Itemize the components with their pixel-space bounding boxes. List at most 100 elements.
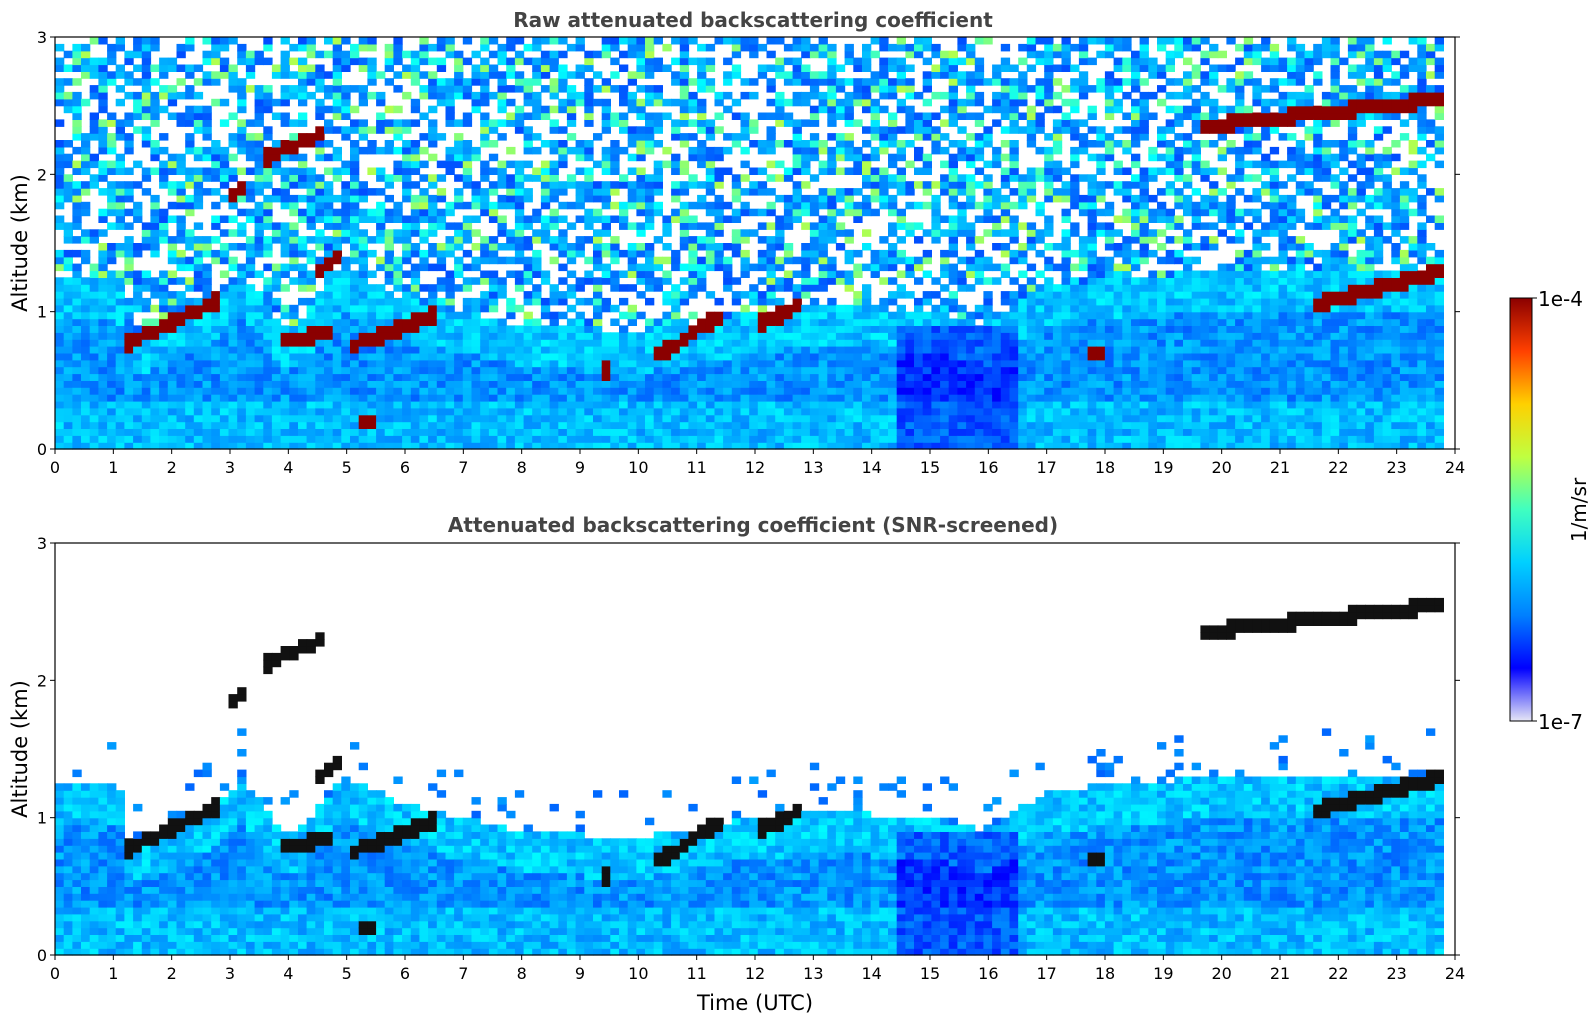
heatmap-cell-raw xyxy=(827,407,837,416)
heatmap-cell-raw xyxy=(358,194,368,203)
heatmap-cell-raw xyxy=(350,140,360,148)
heatmap-cell-raw xyxy=(124,346,134,354)
heatmap-cell-raw xyxy=(922,394,932,402)
heatmap-cell-raw xyxy=(801,339,811,347)
heatmap-cell-raw xyxy=(98,126,108,134)
heatmap-cell-raw xyxy=(89,133,99,141)
heatmap-cell-raw xyxy=(471,153,481,162)
heatmap-cell-raw xyxy=(133,428,143,436)
heatmap-cell-raw xyxy=(714,339,724,347)
heatmap-cell-raw xyxy=(271,146,282,155)
heatmap-cell-raw xyxy=(723,243,733,251)
heatmap-cell-raw xyxy=(514,352,525,361)
heatmap-cell-raw xyxy=(219,318,230,326)
heatmap-cell-raw xyxy=(402,50,412,59)
heatmap-cell-raw xyxy=(1000,359,1011,368)
heatmap-cell-raw xyxy=(306,208,316,217)
heatmap-cell-raw xyxy=(298,43,308,52)
heatmap-cell-raw xyxy=(957,421,967,429)
heatmap-cell-raw xyxy=(63,174,73,182)
heatmap-cell-raw xyxy=(271,387,282,395)
heatmap-cell-raw xyxy=(410,140,421,148)
heatmap-cell-raw xyxy=(627,105,637,114)
heatmap-cell-raw xyxy=(653,414,663,423)
heatmap-cell-raw xyxy=(870,407,880,416)
heatmap-cell-raw xyxy=(645,373,655,381)
heatmap-cell-raw xyxy=(801,394,811,402)
heatmap-cell-raw xyxy=(514,284,525,292)
heatmap-cell-raw xyxy=(532,352,542,361)
heatmap-cell-raw xyxy=(488,201,499,210)
heatmap-cell-raw xyxy=(445,105,455,114)
heatmap-cell-raw xyxy=(332,366,342,375)
heatmap-cell-raw xyxy=(931,373,941,381)
heatmap-cell-raw xyxy=(402,407,412,416)
heatmap-cell-raw xyxy=(584,297,594,306)
heatmap-cell-raw xyxy=(63,325,73,333)
heatmap-cell-raw xyxy=(245,263,256,272)
heatmap-cell-raw xyxy=(55,263,65,272)
heatmap-cell-raw xyxy=(445,435,455,443)
heatmap-cell-raw xyxy=(905,91,915,100)
heatmap-cell-raw xyxy=(115,373,125,381)
heatmap-cell-raw xyxy=(332,284,342,292)
heatmap-cell-raw xyxy=(115,400,125,409)
heatmap-cell-raw xyxy=(124,414,134,423)
heatmap-cell-raw xyxy=(619,387,629,395)
heatmap-cell-raw xyxy=(445,304,455,313)
heatmap-cell-raw xyxy=(566,414,577,423)
heatmap-cell-raw xyxy=(818,37,828,45)
heatmap-cell-raw xyxy=(419,380,429,388)
heatmap-cell-raw xyxy=(679,346,690,354)
heatmap-cell-raw xyxy=(263,222,273,230)
heatmap-cell-raw xyxy=(584,140,594,148)
heatmap-cell-raw xyxy=(948,153,958,162)
heatmap-cell-raw xyxy=(818,387,828,395)
heatmap-cell-raw xyxy=(896,64,906,72)
heatmap-cell-raw xyxy=(315,311,325,320)
heatmap-cell-raw xyxy=(332,304,342,313)
heatmap-cell-raw xyxy=(671,346,681,354)
heatmap-cell-raw xyxy=(419,37,429,45)
heatmap-cell-raw xyxy=(324,181,334,189)
heatmap-cell-raw xyxy=(358,181,368,189)
heatmap-cell-raw xyxy=(63,249,73,258)
heatmap-cell-raw xyxy=(219,98,230,107)
heatmap-cell-raw xyxy=(254,50,264,59)
heatmap-cell-raw xyxy=(532,71,542,79)
heatmap-cell-raw xyxy=(141,435,152,443)
heatmap-cell-raw xyxy=(636,37,646,45)
heatmap-cell-raw xyxy=(332,256,342,265)
heatmap-cell-raw xyxy=(376,208,386,217)
heatmap-cell-raw xyxy=(289,263,299,272)
heatmap-cell-raw xyxy=(393,119,403,127)
heatmap-cell-raw xyxy=(228,256,238,265)
heatmap-cell-raw xyxy=(471,339,481,347)
heatmap-cell-raw xyxy=(237,366,247,375)
heatmap-cell-raw xyxy=(219,57,230,66)
heatmap-cell-raw xyxy=(167,366,178,375)
heatmap-cell-raw xyxy=(619,249,629,258)
heatmap-cell-raw xyxy=(601,352,611,361)
heatmap-cell-raw xyxy=(124,133,134,141)
heatmap-cell-raw xyxy=(332,407,342,416)
heatmap-cell-raw xyxy=(853,318,863,326)
heatmap-cell-raw xyxy=(723,146,733,155)
heatmap-cell-raw xyxy=(775,297,785,306)
heatmap-cell-raw xyxy=(271,332,282,340)
heatmap-cell-raw xyxy=(714,153,724,162)
heatmap-cell-raw xyxy=(289,428,299,436)
heatmap-cell-raw xyxy=(801,421,811,429)
heatmap-cell-raw xyxy=(1009,112,1019,120)
heatmap-cell-raw xyxy=(645,421,655,429)
heatmap-cell-raw xyxy=(566,174,577,182)
heatmap-cell-raw xyxy=(1009,160,1019,169)
heatmap-cell-raw xyxy=(506,325,516,333)
heatmap-cell-raw xyxy=(575,325,585,333)
heatmap-cell-raw xyxy=(393,263,403,272)
heatmap-cell-raw xyxy=(809,174,820,182)
heatmap-cell-raw xyxy=(992,352,1002,361)
heatmap-cell-raw xyxy=(922,160,932,169)
heatmap-cell-raw xyxy=(679,105,690,114)
heatmap-cell-raw xyxy=(584,414,594,423)
